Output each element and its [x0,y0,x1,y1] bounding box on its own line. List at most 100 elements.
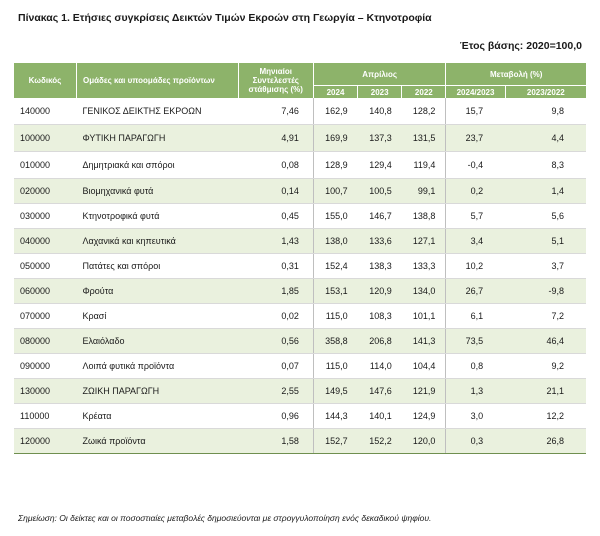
table-row: 060000 Φρούτα 1,85 153,1 120,9 134,0 26,7 -9,8 [14,278,586,304]
table-header: Κωδικός Ομάδες και υποομάδες προϊόντων Μ… [14,63,586,98]
row-weight: 0,31 [238,253,314,279]
row-code: 080000 [14,328,77,354]
row-name: Βιομηχανικά φυτά [76,178,239,204]
row-change-2024-2023: 6,1 [445,303,506,329]
table-row: 020000 Βιομηχανικά φυτά 0,14 100,7 100,5 99,1… [14,178,586,204]
row-value-2024: 155,0 [312,203,358,229]
row-change-2023-2022: 26,8 [505,428,586,454]
row-change-2024-2023: 10,2 [445,253,506,279]
row-code: 100000 [14,124,77,152]
row-change-2024-2023: -0,4 [445,151,506,179]
row-name: ΦΥΤΙΚΗ ΠΑΡΑΓΩΓΗ [76,124,239,152]
row-change-2023-2022: 5,6 [505,203,586,229]
row-name: Κτηνοτροφικά φυτά [76,203,239,229]
row-change-2023-2022: 8,3 [505,151,586,179]
table-row: 110000 Κρέατα 0,96 144,3 140,1 124,9 3,0 12,2 [14,403,586,429]
table-row: 050000 Πατάτες και σπόροι 0,31 152,4 138,3 13… [14,253,586,279]
row-weight: 1,58 [238,428,314,454]
row-value-2022: 120,0 [401,428,446,454]
table-title: Πίνακας 1. Ετήσιες συγκρίσεις Δεικτών Τι… [18,12,432,24]
row-weight: 0,07 [238,353,314,379]
row-change-2024-2023: 23,7 [445,124,506,152]
row-value-2023: 206,8 [357,328,402,354]
row-value-2022: 99,1 [401,178,446,204]
header-year-2024: 2024 [313,85,359,98]
row-code: 130000 [14,378,77,404]
row-code: 110000 [14,403,77,429]
row-change-2024-2023: 3,4 [445,228,506,254]
row-change-2023-2022: 7,2 [505,303,586,329]
row-weight: 0,96 [238,403,314,429]
header-change-2024-2023: 2024/2023 [445,85,506,98]
row-code: 140000 [14,98,77,125]
row-value-2022: 119,4 [401,151,446,179]
row-change-2024-2023: 0,3 [445,428,506,454]
row-value-2023: 138,3 [357,253,402,279]
row-code: 060000 [14,278,77,304]
row-name: Δημητριακά και σπόροι [76,151,239,179]
row-weight: 0,45 [238,203,314,229]
row-value-2024: 115,0 [312,303,358,329]
row-value-2023: 140,1 [357,403,402,429]
row-value-2023: 108,3 [357,303,402,329]
row-value-2023: 146,7 [357,203,402,229]
row-value-2024: 144,3 [312,403,358,429]
row-value-2024: 162,9 [312,98,358,125]
row-change-2024-2023: 3,0 [445,403,506,429]
row-name: Φρούτα [76,278,239,304]
row-value-2022: 141,3 [401,328,446,354]
row-change-2024-2023: 15,7 [445,98,506,125]
header-code: Κωδικός [14,63,77,98]
row-value-2023: 114,0 [357,353,402,379]
row-name: Λαχανικά και κηπευτικά [76,228,239,254]
row-weight: 0,14 [238,178,314,204]
row-value-2024: 152,4 [312,253,358,279]
row-change-2023-2022: 1,4 [505,178,586,204]
row-change-2024-2023: 0,8 [445,353,506,379]
row-weight: 4,91 [238,124,314,152]
row-name: Κρέατα [76,403,239,429]
table-row: 100000 ΦΥΤΙΚΗ ΠΑΡΑΓΩΓΗ 4,91 169,9 137,3 131,5… [14,124,586,152]
header-year-2023: 2023 [357,85,403,98]
row-change-2023-2022: -9,8 [505,278,586,304]
row-weight: 1,85 [238,278,314,304]
row-code: 090000 [14,353,77,379]
row-code: 120000 [14,428,77,454]
footnote: Σημείωση: Οι δείκτες και οι ποσοστιαίες … [18,513,432,523]
row-weight: 0,56 [238,328,314,354]
row-value-2024: 100,7 [312,178,358,204]
price-index-table: Κωδικός Ομάδες και υποομάδες προϊόντων Μ… [14,63,586,454]
row-weight: 0,08 [238,151,314,179]
row-name: Ελαιόλαδο [76,328,239,354]
row-value-2023: 140,8 [357,98,402,125]
row-change-2024-2023: 73,5 [445,328,506,354]
table-row: 130000 ΖΩΙΚΗ ΠΑΡΑΓΩΓΗ 2,55 149,5 147,6 121,9 1… [14,378,586,404]
row-value-2024: 169,9 [312,124,358,152]
row-change-2023-2022: 9,8 [505,98,586,125]
row-value-2023: 100,5 [357,178,402,204]
row-name: Πατάτες και σπόροι [76,253,239,279]
row-change-2024-2023: 0,2 [445,178,506,204]
row-name: ΖΩΙΚΗ ΠΑΡΑΓΩΓΗ [76,378,239,404]
row-code: 010000 [14,151,77,179]
header-april: Απρίλιος [313,63,447,86]
row-change-2024-2023: 26,7 [445,278,506,304]
row-value-2022: 101,1 [401,303,446,329]
row-code: 040000 [14,228,77,254]
row-value-2023: 133,6 [357,228,402,254]
row-name: Ζωικά προϊόντα [76,428,239,454]
row-value-2024: 128,9 [312,151,358,179]
row-value-2024: 138,0 [312,228,358,254]
row-change-2024-2023: 5,7 [445,203,506,229]
row-name: Λοιπά φυτικά προϊόντα [76,353,239,379]
row-change-2024-2023: 1,3 [445,378,506,404]
row-code: 050000 [14,253,77,279]
row-value-2022: 127,1 [401,228,446,254]
row-value-2023: 147,6 [357,378,402,404]
row-weight: 7,46 [238,98,314,125]
header-change-2023-2022: 2023/2022 [505,85,586,98]
row-change-2023-2022: 12,2 [505,403,586,429]
header-weights: Μηνιαίοι Συντελεστές στάθμισης (%) [238,63,314,98]
row-value-2024: 152,7 [312,428,358,454]
table-row: 070000 Κρασί 0,02 115,0 108,3 101,1 6,1 7,2 [14,303,586,329]
